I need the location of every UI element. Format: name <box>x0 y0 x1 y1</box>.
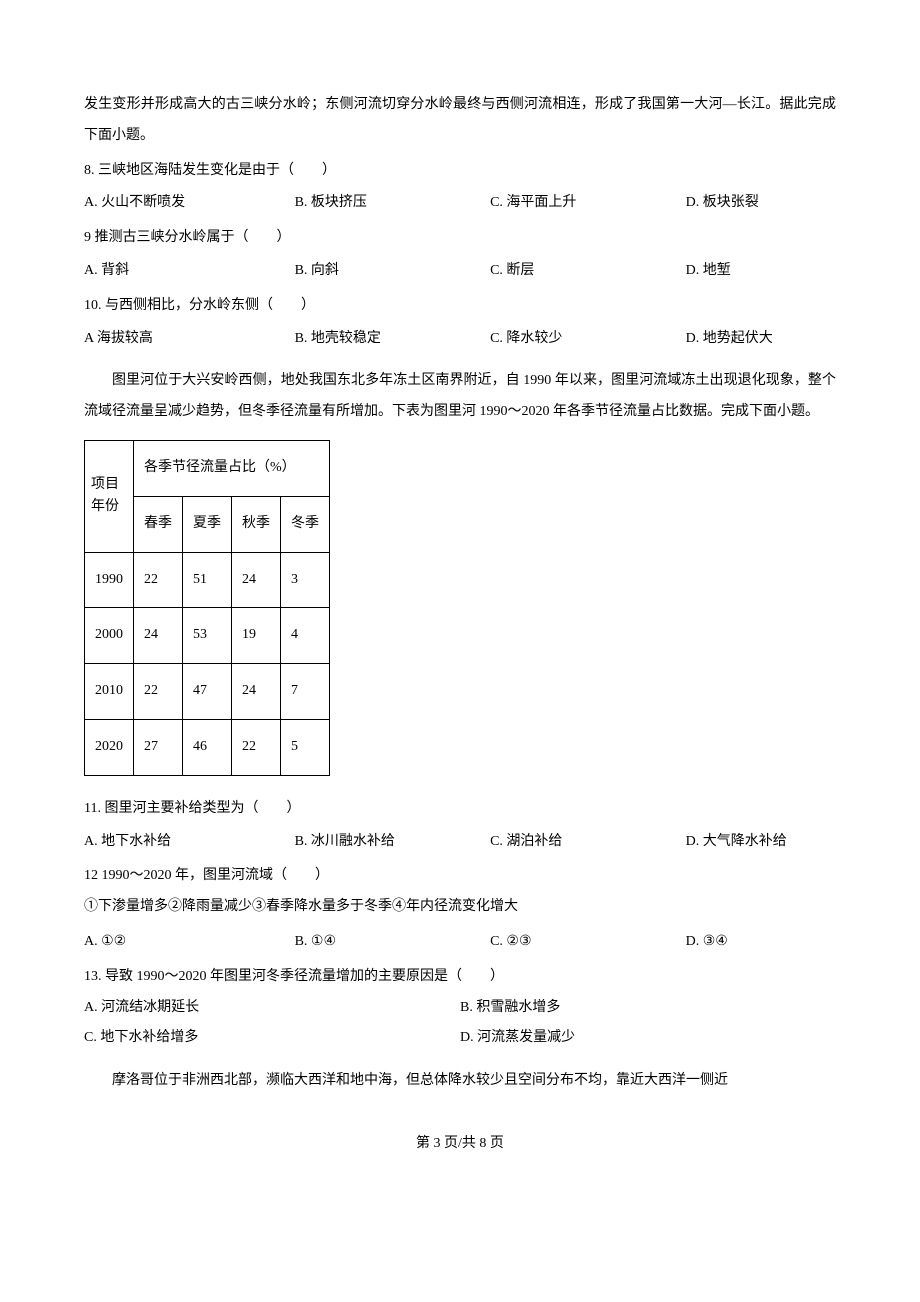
cell-value: 24 <box>134 608 183 664</box>
q8-options: A. 火山不断喷发 B. 板块挤压 C. 海平面上升 D. 板块张裂 <box>84 188 836 219</box>
hdr-l1: 项目 <box>91 477 119 492</box>
q10-option-d: D. 地势起伏大 <box>686 324 836 355</box>
q8-option-b: B. 板块挤压 <box>295 188 491 219</box>
q10-option-a: A 海拔较高 <box>84 324 295 355</box>
q10-option-c: C. 降水较少 <box>490 324 686 355</box>
q12-text: 12 1990～2020 年，图里河流域（ ） <box>84 861 836 892</box>
q11-option-d: D. 大气降水补给 <box>686 827 836 858</box>
q10-text: 10. 与西侧相比，分水岭东侧（ ） <box>84 291 836 322</box>
q11-options: A. 地下水补给 B. 冰川融水补给 C. 湖泊补给 D. 大气降水补给 <box>84 827 836 858</box>
col-spring: 春季 <box>134 496 183 552</box>
cell-year: 1990 <box>85 552 134 608</box>
cell-value: 47 <box>183 664 232 720</box>
cell-value: 4 <box>281 608 330 664</box>
q12-option-b: B. ①④ <box>295 927 491 958</box>
q12-option-d: D. ③④ <box>686 927 836 958</box>
col-winter: 冬季 <box>281 496 330 552</box>
q10-options: A 海拔较高 B. 地壳较稳定 C. 降水较少 D. 地势起伏大 <box>84 324 836 355</box>
q9-option-c: C. 断层 <box>490 256 686 287</box>
table-row: 1990 22 51 24 3 <box>85 552 330 608</box>
q8-option-c: C. 海平面上升 <box>490 188 686 219</box>
q13-text: 13. 导致 1990～2020 年图里河冬季径流量增加的主要原因是（ ） <box>84 962 836 993</box>
table-row: 2000 24 53 19 4 <box>85 608 330 664</box>
q13-option-b: B. 积雪融水增多 <box>460 993 836 1024</box>
question-11: 11. 图里河主要补给类型为（ ） A. 地下水补给 B. 冰川融水补给 C. … <box>84 794 836 858</box>
q9-text: 9 推测古三峡分水岭属于（ ） <box>84 223 836 254</box>
q9-option-d: D. 地堑 <box>686 256 836 287</box>
cell-value: 22 <box>232 719 281 775</box>
q11-option-c: C. 湖泊补给 <box>490 827 686 858</box>
q8-option-a: A. 火山不断喷发 <box>84 188 295 219</box>
cell-year: 2010 <box>85 664 134 720</box>
q11-text: 11. 图里河主要补给类型为（ ） <box>84 794 836 825</box>
q9-options: A. 背斜 B. 向斜 C. 断层 D. 地堑 <box>84 256 836 287</box>
intro-paragraph-2: 图里河位于大兴安岭西侧，地处我国东北多年冻土区南界附近，自 1990 年以来，图… <box>84 366 836 428</box>
cell-value: 53 <box>183 608 232 664</box>
question-12: 12 1990～2020 年，图里河流域（ ） ①下渗量增多②降雨量减少③春季降… <box>84 861 836 957</box>
table-row: 2020 27 46 22 5 <box>85 719 330 775</box>
table-header-span: 各季节径流量占比（%） <box>134 440 330 496</box>
q12-statements: ①下渗量增多②降雨量减少③春季降水量多于冬季④年内径流变化增大 <box>84 892 836 923</box>
q13-option-c: C. 地下水补给增多 <box>84 1023 460 1054</box>
cell-value: 27 <box>134 719 183 775</box>
table-header-left: 项目 年份 <box>85 440 134 552</box>
cell-value: 5 <box>281 719 330 775</box>
q8-text: 8. 三峡地区海陆发生变化是由于（ ） <box>84 156 836 187</box>
col-summer: 夏季 <box>183 496 232 552</box>
hdr-l2: 年份 <box>91 499 119 514</box>
q12-option-c: C. ②③ <box>490 927 686 958</box>
q13-options-row2: C. 地下水补给增多 D. 河流蒸发量减少 <box>84 1023 836 1054</box>
intro-paragraph-1: 发生变形并形成高大的古三峡分水岭；东侧河流切穿分水岭最终与西侧河流相连，形成了我… <box>84 90 836 152</box>
q13-options-row1: A. 河流结冰期延长 B. 积雪融水增多 <box>84 993 836 1024</box>
cell-year: 2000 <box>85 608 134 664</box>
question-10: 10. 与西侧相比，分水岭东侧（ ） A 海拔较高 B. 地壳较稳定 C. 降水… <box>84 291 836 355</box>
q9-option-b: B. 向斜 <box>295 256 491 287</box>
cell-value: 24 <box>232 664 281 720</box>
question-13: 13. 导致 1990～2020 年图里河冬季径流量增加的主要原因是（ ） A.… <box>84 962 836 1054</box>
q8-option-d: D. 板块张裂 <box>686 188 836 219</box>
cell-value: 7 <box>281 664 330 720</box>
cell-value: 24 <box>232 552 281 608</box>
q12-options: A. ①② B. ①④ C. ②③ D. ③④ <box>84 927 836 958</box>
intro-paragraph-3: 摩洛哥位于非洲西北部，濒临大西洋和地中海，但总体降水较少且空间分布不均，靠近大西… <box>84 1066 836 1097</box>
runoff-table: 项目 年份 各季节径流量占比（%） 春季 夏季 秋季 冬季 1990 22 51… <box>84 440 330 776</box>
cell-value: 22 <box>134 664 183 720</box>
cell-value: 51 <box>183 552 232 608</box>
q13-option-a: A. 河流结冰期延长 <box>84 993 460 1024</box>
q13-option-d: D. 河流蒸发量减少 <box>460 1023 836 1054</box>
q10-option-b: B. 地壳较稳定 <box>295 324 491 355</box>
cell-year: 2020 <box>85 719 134 775</box>
question-8: 8. 三峡地区海陆发生变化是由于（ ） A. 火山不断喷发 B. 板块挤压 C.… <box>84 156 836 220</box>
cell-value: 22 <box>134 552 183 608</box>
q12-option-a: A. ①② <box>84 927 295 958</box>
table-row: 2010 22 47 24 7 <box>85 664 330 720</box>
q11-option-b: B. 冰川融水补给 <box>295 827 491 858</box>
cell-value: 19 <box>232 608 281 664</box>
question-9: 9 推测古三峡分水岭属于（ ） A. 背斜 B. 向斜 C. 断层 D. 地堑 <box>84 223 836 287</box>
cell-value: 46 <box>183 719 232 775</box>
page-footer: 第 3 页/共 8 页 <box>84 1129 836 1160</box>
q11-option-a: A. 地下水补给 <box>84 827 295 858</box>
q9-option-a: A. 背斜 <box>84 256 295 287</box>
cell-value: 3 <box>281 552 330 608</box>
col-autumn: 秋季 <box>232 496 281 552</box>
